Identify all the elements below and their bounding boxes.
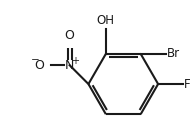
Text: F: F: [184, 78, 191, 91]
Text: Br: Br: [167, 47, 180, 60]
Text: O: O: [65, 29, 74, 42]
Text: +: +: [71, 56, 79, 66]
Text: O: O: [35, 59, 45, 72]
Text: OH: OH: [97, 14, 115, 27]
Text: −: −: [31, 55, 40, 65]
Text: N: N: [65, 59, 74, 72]
